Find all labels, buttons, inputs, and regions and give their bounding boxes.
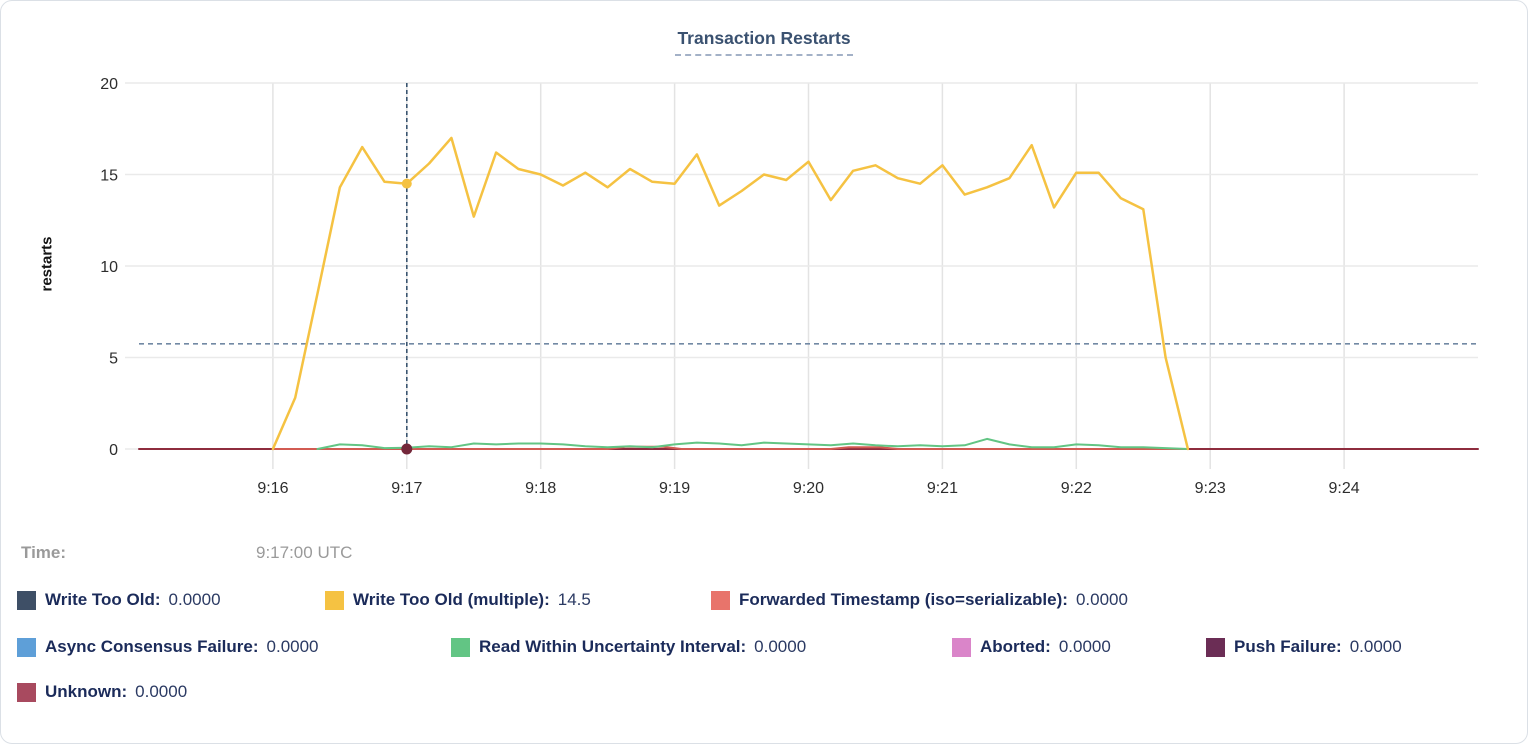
x-tick-label: 9:16 [257,480,288,497]
legend-label: Push Failure: [1234,637,1342,656]
time-value: 9:17:00 UTC [256,543,353,562]
y-axis-label: restarts [38,236,56,292]
legend-item-unknown[interactable]: Unknown: 0.0000 [17,682,187,702]
x-tick-label: 9:18 [525,480,556,497]
legend-label: Async Consensus Failure: [45,637,259,656]
legend-label: Write Too Old (multiple): [353,590,550,609]
legend-value: 0.0000 [1058,637,1111,656]
legend-label: Forwarded Timestamp (iso=serializable): [739,590,1068,609]
legend-item-async-consensus-failure[interactable]: Async Consensus Failure: 0.0000 [17,637,319,657]
series-swatch-read-within-uncertainty-interval [451,637,470,657]
legend-label: Unknown: [45,682,128,701]
x-tick-label: 9:24 [1329,480,1360,497]
series-line-write-too-old-multiple- [271,136,1190,451]
x-tick-label: 9:21 [927,480,958,497]
chart-title-wrap: Transaction Restarts [1,28,1527,56]
legend-value: 0.0000 [1075,590,1128,609]
legend-label: Aborted: [980,637,1051,656]
legend-item-push-failure[interactable]: Push Failure: 0.0000 [1206,637,1402,657]
legend-label: Write Too Old: [45,590,161,609]
y-tick-label: 10 [100,259,118,276]
y-tick-label: 5 [109,351,118,368]
series-line-read-within-uncertainty-interval [316,437,1189,450]
series-swatch-forwarded-timestamp [711,590,730,610]
legend-item-forwarded-timestamp[interactable]: Forwarded Timestamp (iso=serializable): … [711,590,1128,610]
legend-item-write-too-old-multiple[interactable]: Write Too Old (multiple): 14.5 [325,590,591,610]
transaction-restarts-chart[interactable]: 9:16 9:17 9:18 9:19 9:20 9:21 9:22 9:23 9:24 0 5 10… [1,1,1528,521]
chart-title[interactable]: Transaction Restarts [675,28,853,56]
legend-label: Read Within Uncertainty Interval: [479,637,747,656]
hover-dot-write-too-old-multiple- [401,178,412,189]
series-swatch-unknown [17,682,36,702]
hover-time-row: Time: 9:17:00 UTC [1,543,1527,567]
x-tick-label: 9:20 [793,480,824,497]
legend-value: 14.5 [557,590,591,609]
legend-value: 0.0000 [168,590,221,609]
legend-value: 0.0000 [266,637,319,656]
legend-item-read-within-uncertainty-interval[interactable]: Read Within Uncertainty Interval: 0.0000 [451,637,806,657]
x-tick-label: 9:23 [1195,480,1226,497]
legend-item-aborted[interactable]: Aborted: 0.0000 [952,637,1111,657]
legend-item-write-too-old[interactable]: Write Too Old: 0.0000 [17,590,221,610]
time-label: Time: [21,543,67,562]
hover-dot-unknown [401,443,413,455]
series-line-forwarded-timestamp-iso-serializable- [271,445,1189,450]
legend-value: 0.0000 [754,637,807,656]
x-tick-label: 9:22 [1061,480,1092,497]
y-tick-label: 0 [109,442,118,459]
series-swatch-write-too-old [17,590,36,610]
series-swatch-aborted [952,637,971,657]
legend-value: 0.0000 [1349,637,1402,656]
y-tick-label: 15 [100,168,118,185]
legend-value: 0.0000 [135,682,188,701]
x-tick-label: 9:17 [391,480,422,497]
series-swatch-write-too-old-multiple [325,590,344,610]
series-swatch-async-consensus-failure [17,637,36,657]
y-tick-label: 20 [100,76,118,93]
series-swatch-push-failure [1206,637,1225,657]
x-tick-label: 9:19 [659,480,690,497]
